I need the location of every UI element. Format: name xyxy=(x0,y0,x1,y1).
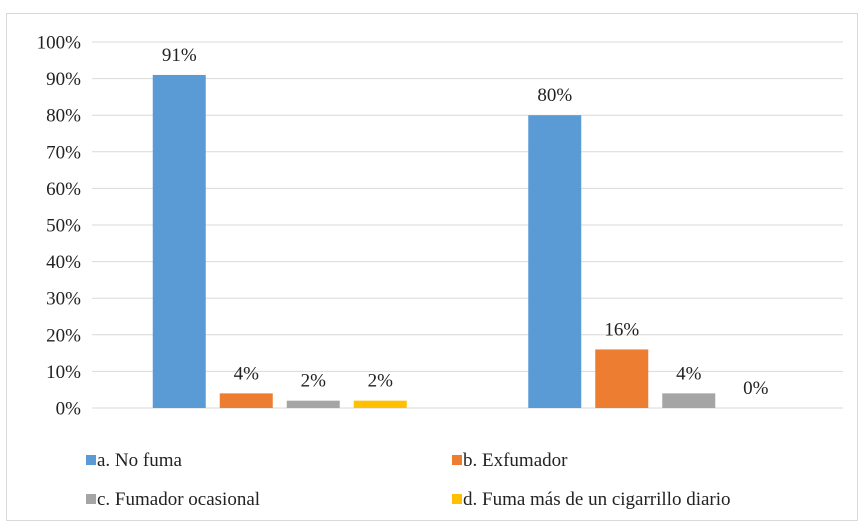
bar xyxy=(219,393,273,408)
data-label: 0% xyxy=(743,378,769,399)
legend: a. No fuma b. Exfumador c. Fumador ocasion… xyxy=(86,450,731,510)
legend-swatch xyxy=(452,455,462,465)
data-label: 80% xyxy=(537,85,572,106)
data-label: 4% xyxy=(676,363,702,384)
legend-label: b. Exfumador xyxy=(463,450,568,471)
data-labels: 91% 80% 4% 16% 2% 4% 2% 0% xyxy=(162,45,769,399)
y-tick-label: 80% xyxy=(46,106,81,127)
bars xyxy=(152,74,716,408)
y-tick-label: 70% xyxy=(46,142,81,163)
y-tick-label: 20% xyxy=(46,325,81,346)
y-tick-label: 50% xyxy=(46,216,81,237)
y-axis: 0% 10% 20% 30% 40% 50% 60% 70% 80% 90% 100% xyxy=(37,33,82,420)
legend-label: c. Fumador ocasional xyxy=(97,489,260,510)
y-tick-label: 90% xyxy=(46,69,81,90)
legend-swatch xyxy=(86,494,96,504)
bar xyxy=(152,74,206,408)
legend-swatch xyxy=(452,494,462,504)
legend-label: d. Fuma más de un cigarrillo diario xyxy=(463,489,731,510)
bar xyxy=(286,400,340,408)
data-label: 91% xyxy=(162,45,197,66)
data-label: 2% xyxy=(301,371,327,392)
bar xyxy=(528,115,582,408)
y-tick-label: 10% xyxy=(46,362,81,383)
y-tick-label: 40% xyxy=(46,252,81,273)
legend-swatch xyxy=(86,455,96,465)
bar xyxy=(353,400,407,408)
data-label: 16% xyxy=(604,319,639,340)
bar xyxy=(662,393,716,408)
y-tick-label: 60% xyxy=(46,179,81,200)
data-label: 4% xyxy=(234,363,260,384)
y-tick-label: 0% xyxy=(56,399,82,420)
chart-frame xyxy=(6,13,858,521)
y-tick-label: 100% xyxy=(37,33,82,54)
y-tick-label: 30% xyxy=(46,289,81,310)
data-label: 2% xyxy=(368,371,394,392)
bar xyxy=(595,349,649,408)
legend-label: a. No fuma xyxy=(97,450,183,471)
gridlines xyxy=(92,41,843,409)
